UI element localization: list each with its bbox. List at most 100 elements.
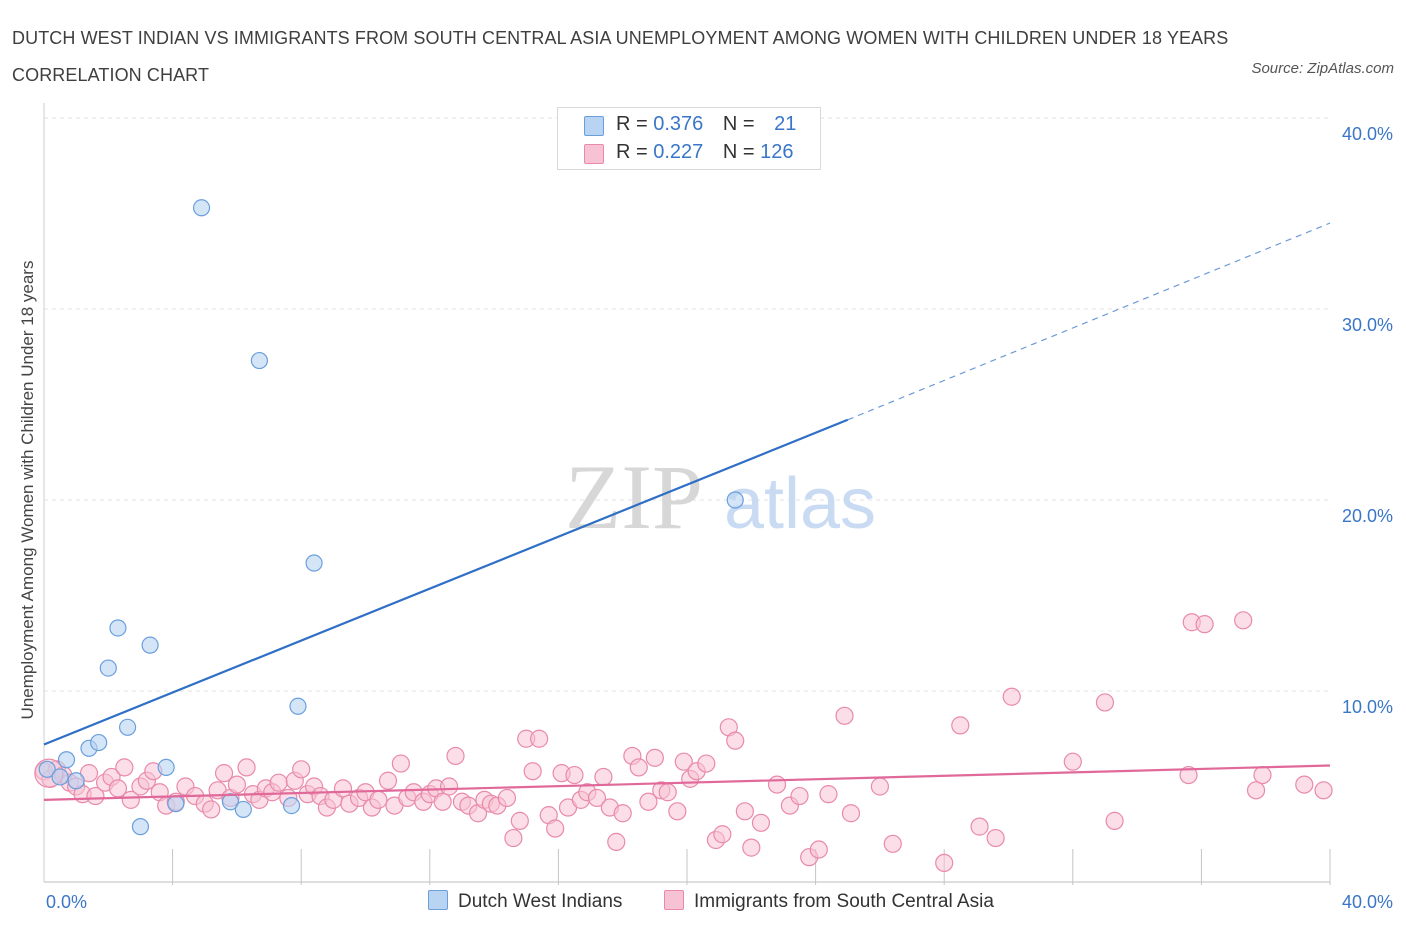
data-point-pink — [446, 746, 465, 766]
legend-text-blue: R = 0.376 N = 21 — [616, 110, 796, 138]
data-point-pink — [1295, 775, 1314, 794]
data-point-pink — [726, 731, 745, 750]
r-label: R = — [616, 141, 654, 163]
legend-text-pink: R = 0.227 N = 126 — [616, 138, 794, 166]
watermark: ZIP atlas — [565, 446, 876, 548]
data-point-blue — [726, 491, 744, 509]
data-point-pink — [1095, 693, 1115, 712]
data-point-pink — [1195, 615, 1214, 634]
data-point-pink — [546, 819, 565, 838]
data-point-pink — [607, 832, 626, 851]
source-label: Source: ZipAtlas.com — [1251, 60, 1394, 77]
data-point-blue — [118, 718, 137, 736]
watermark-atlas: atlas — [724, 464, 876, 544]
data-point-pink — [668, 802, 687, 821]
n-label: N = — [722, 113, 761, 135]
legend-label-pink: Immigrants from South Central Asia — [694, 891, 994, 912]
grid-layer — [44, 117, 1330, 692]
data-point-pink — [951, 716, 970, 735]
data-point-blue — [289, 697, 307, 715]
n-label: N = — [722, 141, 761, 163]
data-point-pink — [1253, 765, 1272, 785]
data-point-blue — [38, 760, 56, 778]
data-point-pink — [751, 813, 771, 832]
data-point-pink — [870, 777, 890, 796]
x-tick-label: 0.0% — [46, 892, 87, 912]
data-point-pink — [587, 788, 607, 808]
legend-item-dutch-west-indians: Dutch West Indians — [428, 888, 622, 916]
legend-swatch-pink — [664, 890, 684, 910]
data-point-pink — [1179, 765, 1198, 785]
data-point-pink — [841, 804, 861, 823]
legend-swatch-pink — [584, 144, 604, 164]
data-point-pink — [809, 840, 828, 859]
correlation-legend: R = 0.376 N = 21 R = 0.227 N = 126 — [557, 107, 821, 170]
data-point-pink — [658, 783, 677, 802]
data-point-pink — [674, 752, 693, 771]
data-point-pink — [79, 764, 99, 783]
data-point-pink — [970, 817, 989, 836]
data-point-pink — [1314, 781, 1333, 800]
data-point-pink — [202, 800, 221, 819]
data-point-pink — [227, 775, 246, 794]
trend-line-pink — [43, 764, 1331, 801]
data-point-pink — [639, 792, 658, 811]
trend-lines — [43, 222, 1331, 801]
data-point-pink — [629, 758, 648, 777]
x-tick-label: 40.0% — [1342, 892, 1393, 912]
data-point-pink — [510, 811, 529, 830]
data-point-blue — [99, 659, 117, 677]
data-point-pink — [1002, 687, 1021, 706]
data-point-blue — [221, 793, 240, 811]
y-tick-label: 40.0% — [1342, 124, 1393, 144]
y-tick-label: 10.0% — [1342, 697, 1393, 717]
pink-series-points — [34, 611, 1333, 873]
data-point-pink — [1234, 611, 1253, 630]
data-point-pink — [497, 788, 517, 808]
data-point-blue — [131, 818, 150, 836]
r-value: 0.376 — [653, 113, 704, 135]
data-point-blue — [250, 351, 269, 370]
data-point-pink — [594, 767, 613, 787]
data-point-blue — [67, 772, 85, 790]
trend-line-blue — [43, 418, 849, 746]
data-point-pink — [86, 786, 105, 806]
series-legend: Dutch West Indians Immigrants from South… — [0, 888, 1406, 916]
data-point-pink — [645, 748, 664, 767]
data-point-pink — [1063, 752, 1082, 771]
data-point-blue — [141, 636, 159, 654]
data-point-pink — [986, 828, 1005, 848]
data-point-pink — [935, 853, 954, 873]
axis-layer — [43, 103, 1331, 885]
data-point-blue — [305, 554, 323, 572]
data-point-blue — [192, 199, 211, 217]
data-point-pink — [333, 779, 353, 798]
data-point-pink — [819, 785, 838, 804]
data-point-blue — [109, 619, 127, 637]
data-point-pink — [269, 773, 288, 792]
data-point-pink — [439, 777, 459, 796]
n-value: 126 — [760, 141, 794, 163]
legend-label-blue: Dutch West Indians — [458, 891, 623, 912]
data-point-blue — [90, 733, 108, 752]
data-point-pink — [214, 764, 234, 783]
data-point-pink — [883, 834, 902, 853]
data-point-pink — [523, 762, 542, 781]
legend-swatch-blue — [428, 890, 448, 910]
data-point-blue — [167, 795, 185, 813]
data-point-pink — [121, 790, 140, 809]
data-point-pink — [790, 786, 809, 806]
data-point-pink — [713, 825, 732, 844]
tick-labels: 10.0% 20.0% 30.0% 40.0% 0.0% 40.0% — [46, 124, 1393, 912]
data-point-pink — [237, 758, 256, 777]
legend-swatch-blue — [584, 116, 604, 136]
data-point-blue — [234, 800, 252, 819]
data-point-pink — [504, 828, 523, 848]
data-point-pink — [433, 792, 452, 811]
data-point-pink — [378, 771, 398, 790]
data-point-pink — [697, 754, 716, 773]
r-value: 0.227 — [653, 141, 704, 163]
trend-line-blue-extension — [847, 222, 1331, 421]
data-point-pink — [391, 754, 410, 773]
